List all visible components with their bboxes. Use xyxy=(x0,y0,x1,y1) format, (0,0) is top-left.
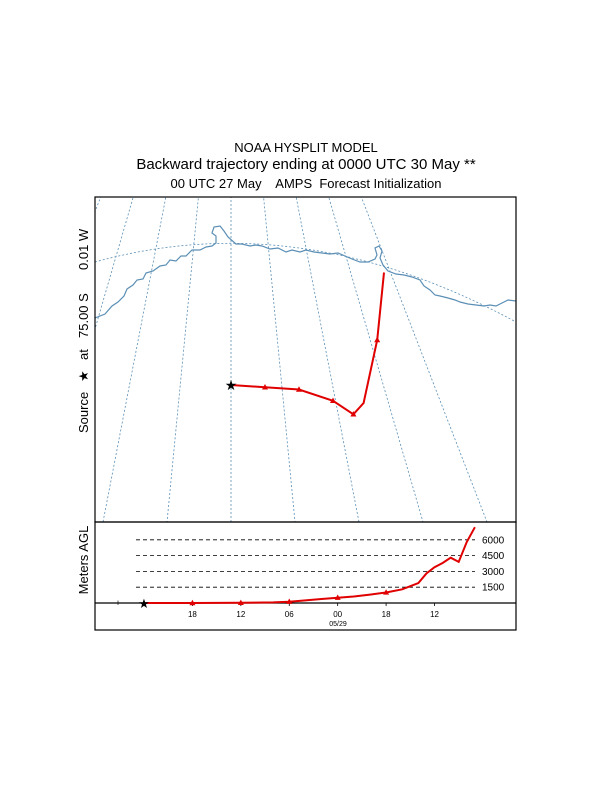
trajectory-marker xyxy=(350,411,357,417)
chart-title: NOAA HYSPLIT MODEL xyxy=(234,140,378,155)
time-tick-label: 00 xyxy=(333,610,342,619)
height-frame xyxy=(94,521,517,631)
height-gridlines: 1500 3000 4500 6000 xyxy=(136,535,505,594)
time-axis: 18 12 06 00 18 12 xyxy=(188,603,440,619)
height-trajectory-markers xyxy=(189,589,390,606)
map-grid xyxy=(95,197,516,522)
meridian-line xyxy=(95,197,134,331)
trajectory-marker xyxy=(374,336,381,343)
height-trajectory-path xyxy=(144,526,476,604)
meridian-line xyxy=(263,197,296,522)
source-star-legend-icon: ★ xyxy=(77,370,92,382)
height-marker xyxy=(189,599,196,606)
chart-subtitle-2: 00 UTC 27 May AMPS Forecast Initializati… xyxy=(170,176,442,191)
height-marker xyxy=(334,594,341,600)
height-tick-label: 4500 xyxy=(482,551,505,562)
source-lat: 75.00 S xyxy=(76,293,91,338)
time-tick-label: 18 xyxy=(382,610,391,619)
source-label: Source ★ at 75.00 S 0.01 W xyxy=(76,228,92,433)
coastline xyxy=(95,225,516,319)
source-at: at xyxy=(76,349,91,360)
source-lon: 0.01 W xyxy=(76,228,91,270)
time-tick-label: 12 xyxy=(236,610,245,619)
height-marker xyxy=(286,598,293,604)
meridian-line xyxy=(102,197,167,522)
height-start-mark: + xyxy=(115,598,120,608)
height-marker xyxy=(383,589,390,595)
height-marker xyxy=(237,599,244,605)
source-star-icon: ★ xyxy=(225,378,238,394)
time-tick-label: 12 xyxy=(430,610,439,619)
trajectory-marker xyxy=(330,397,336,403)
date-label: 05/29 xyxy=(329,621,347,628)
trajectory-path xyxy=(230,272,385,416)
trajectory-marker xyxy=(296,386,302,392)
height-ylabel: Meters AGL xyxy=(76,526,91,595)
source-prefix: Source xyxy=(76,392,91,433)
height-source-star-icon: ★ xyxy=(138,597,150,612)
height-tick-label: 3000 xyxy=(482,567,505,578)
meridian-line xyxy=(295,197,360,522)
height-tick-label: 1500 xyxy=(482,583,505,594)
chart-subtitle: Backward trajectory ending at 0000 UTC 3… xyxy=(136,156,476,173)
time-tick-label: 06 xyxy=(285,610,294,619)
trajectory-marker xyxy=(262,384,268,390)
trajectory-markers xyxy=(262,336,381,417)
meridian-line xyxy=(95,197,102,213)
time-tick-label: 18 xyxy=(188,610,197,619)
latitude-circle xyxy=(95,242,516,323)
meridian-line xyxy=(328,197,424,522)
map-panel: ★ xyxy=(94,196,517,523)
height-tick-label: 6000 xyxy=(482,535,505,546)
